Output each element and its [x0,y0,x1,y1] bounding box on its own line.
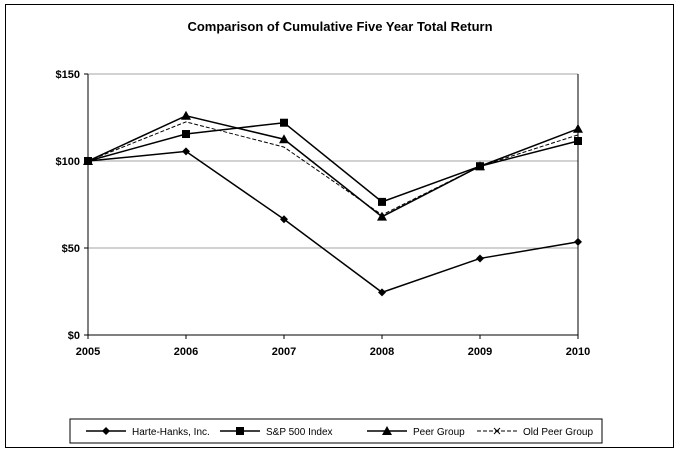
series-line-3 [87,121,579,216]
y-tick-label-3: $150 [56,69,80,81]
x-tick-label-3: 2008 [370,346,394,358]
series-2-point-5 [573,123,583,133]
y-tick-label-2: $100 [56,156,80,168]
series-0-point-4 [476,254,484,263]
series-1-point-2 [280,118,288,127]
series-line-2 [87,114,579,218]
series-1-point-5 [574,136,582,145]
legend-label-3: Old Peer Group [523,427,593,438]
legend-label-2: Peer Group [413,427,465,438]
series-0-point-5 [574,237,582,246]
x-tick-label-0: 2005 [76,346,100,358]
series-0-point-1 [182,147,190,156]
legend-label-1: S&P 500 Index [266,427,333,438]
series-2-point-3 [377,211,387,221]
legend-marker-3-stroke-b [493,427,501,435]
x-tick-label-1: 2006 [174,346,198,358]
legend-label-0: Harte-Hanks, Inc. [132,427,210,438]
y-tick-label-1: $50 [62,243,80,255]
series-2-point-1 [181,110,191,120]
series-2-point-4 [475,161,485,171]
series-2-point-0 [83,156,93,165]
series-2-point-2 [279,134,289,144]
legend-marker-2 [382,426,392,435]
y-tick-label-0: $0 [68,330,80,342]
series-1-point-3 [378,197,386,206]
legend-marker-0 [102,427,110,435]
x-tick-label-2: 2007 [272,346,296,358]
x-tick-label-5: 2010 [566,346,590,358]
legend-marker-1 [236,427,244,435]
series-line-1 [87,121,579,203]
chart-title: Comparison of Cumulative Five Year Total… [187,19,493,34]
series-lines [83,110,583,297]
series-line-0 [87,150,579,294]
series-0-point-3 [378,288,386,297]
series-0-point-2 [280,215,288,224]
legend-marker-3 [493,427,501,435]
grid-lines [88,73,578,249]
legend: Harte-Hanks, Inc. S&P 500 Index Peer Group… [69,418,603,444]
axes: $0 $50 $100 $150 2005 2006 2007 2008 2009 2010 [56,69,591,358]
series-1-point-1 [182,130,190,139]
x-tick-label-4: 2009 [468,346,492,358]
chart-frame [5,4,674,448]
